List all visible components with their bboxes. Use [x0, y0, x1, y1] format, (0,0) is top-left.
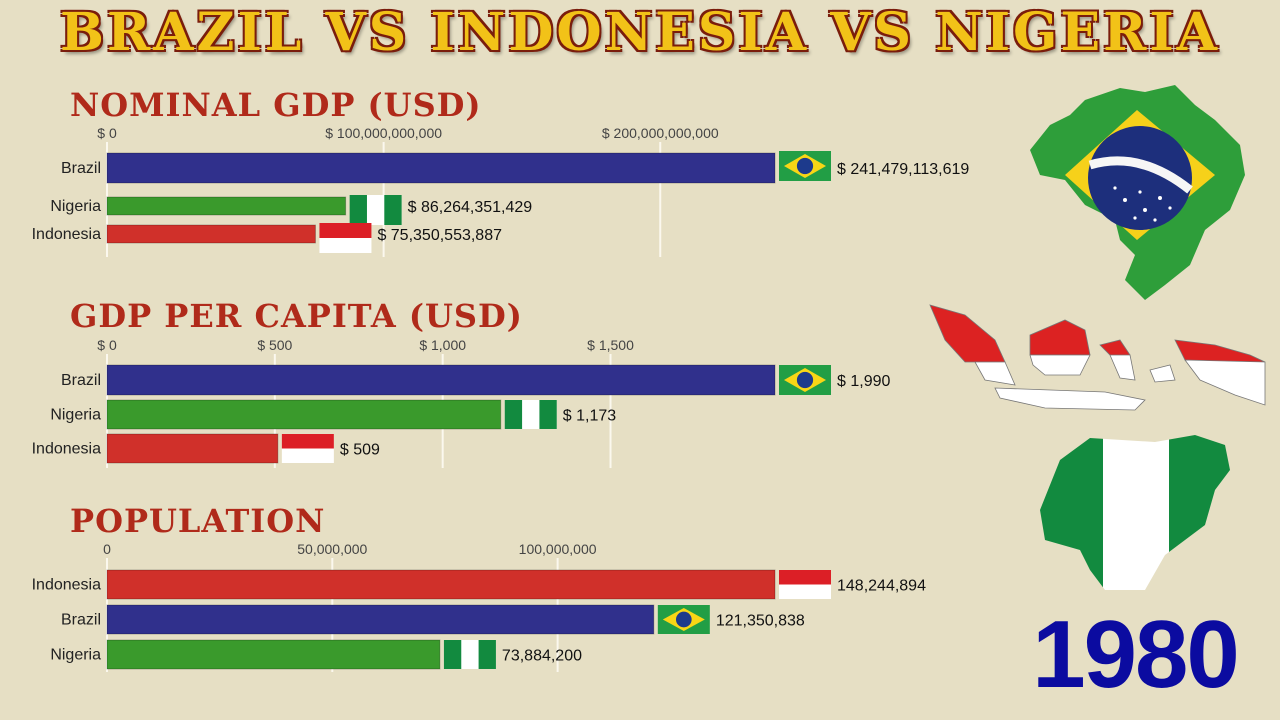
- indonesia-flag-icon: [779, 570, 831, 599]
- bar-nigeria: [106, 399, 502, 430]
- main-title: BRAZIL VS INDONESIA VS NIGERIA: [60, 2, 1220, 63]
- tick-label: $ 1,500: [587, 337, 634, 353]
- tick-label: $ 200,000,000,000: [602, 125, 719, 141]
- section-title-population: POPULATION: [70, 502, 326, 540]
- population-chart: 0 50,000,000 100,000,000 Indonesia 148,244,8…: [32, 541, 926, 672]
- indonesia-flag-icon: [319, 223, 372, 253]
- tick-label: 0: [103, 541, 111, 557]
- category-label-indonesia: Indonesia: [32, 441, 101, 458]
- section-title-nominal-gdp: NOMINAL GDP (USD): [70, 86, 482, 124]
- indonesia-flag-icon: [281, 434, 334, 463]
- value-label-brazil: $ 241,479,113,619: [837, 161, 969, 178]
- tick-label: 50,000,000: [297, 541, 367, 557]
- bar-brazil: [106, 604, 655, 635]
- category-label-nigeria: Nigeria: [50, 198, 101, 215]
- tick-label: $ 0: [97, 337, 117, 353]
- category-label-indonesia: Indonesia: [32, 226, 101, 243]
- bar-brazil: [106, 364, 776, 396]
- value-label-indonesia: $ 75,350,553,887: [377, 227, 502, 244]
- bar-brazil: [106, 152, 776, 184]
- value-label-nigeria: 73,884,200: [502, 648, 582, 665]
- section-title-gdp-per-capita: GDP PER CAPITA (USD): [70, 297, 523, 335]
- nigeria-flag-icon: [349, 195, 402, 225]
- bar-indonesia: [106, 224, 316, 244]
- tick-label: $ 100,000,000,000: [325, 125, 442, 141]
- value-label-brazil: 121,350,838: [716, 613, 805, 630]
- category-label-brazil: Brazil: [61, 160, 101, 177]
- brazil-flag-icon: [657, 605, 710, 634]
- nigeria-flag-icon: [443, 640, 496, 669]
- brazil-flag-icon: [779, 151, 831, 181]
- tick-label: $ 0: [97, 125, 117, 141]
- indonesia-map-icon: [929, 304, 1266, 411]
- bar-nigeria: [106, 196, 347, 216]
- category-label-brazil: Brazil: [61, 612, 101, 629]
- bar-indonesia: [106, 433, 279, 464]
- tick-label: 100,000,000: [519, 541, 597, 557]
- bar-nigeria: [106, 639, 441, 670]
- nigeria-map-icon: [1040, 435, 1230, 590]
- category-label-brazil: Brazil: [61, 372, 101, 389]
- category-label-nigeria: Nigeria: [50, 407, 101, 424]
- value-label-nigeria: $ 86,264,351,429: [408, 199, 533, 216]
- value-label-nigeria: $ 1,173: [563, 408, 616, 425]
- year-label: 1980: [1032, 601, 1240, 708]
- brazil-map-icon: [1030, 85, 1245, 300]
- nominal-gdp-chart: $ 0 $ 100,000,000,000 $ 200,000,000,000 Bra…: [32, 125, 969, 257]
- value-label-indonesia: 148,244,894: [837, 578, 926, 595]
- category-label-indonesia: Indonesia: [32, 577, 101, 594]
- nigeria-flag-icon: [504, 400, 557, 429]
- bar-indonesia: [106, 569, 776, 600]
- value-label-indonesia: $ 509: [340, 442, 380, 459]
- brazil-flag-icon: [779, 365, 831, 395]
- value-label-brazil: $ 1,990: [837, 373, 890, 390]
- gdp-per-capita-chart: $ 0 $ 500 $ 1,000 $ 1,500 Brazil $ 1,990 Niger…: [32, 337, 890, 468]
- category-label-nigeria: Nigeria: [50, 647, 101, 664]
- tick-label: $ 1,000: [419, 337, 466, 353]
- tick-label: $ 500: [257, 337, 292, 353]
